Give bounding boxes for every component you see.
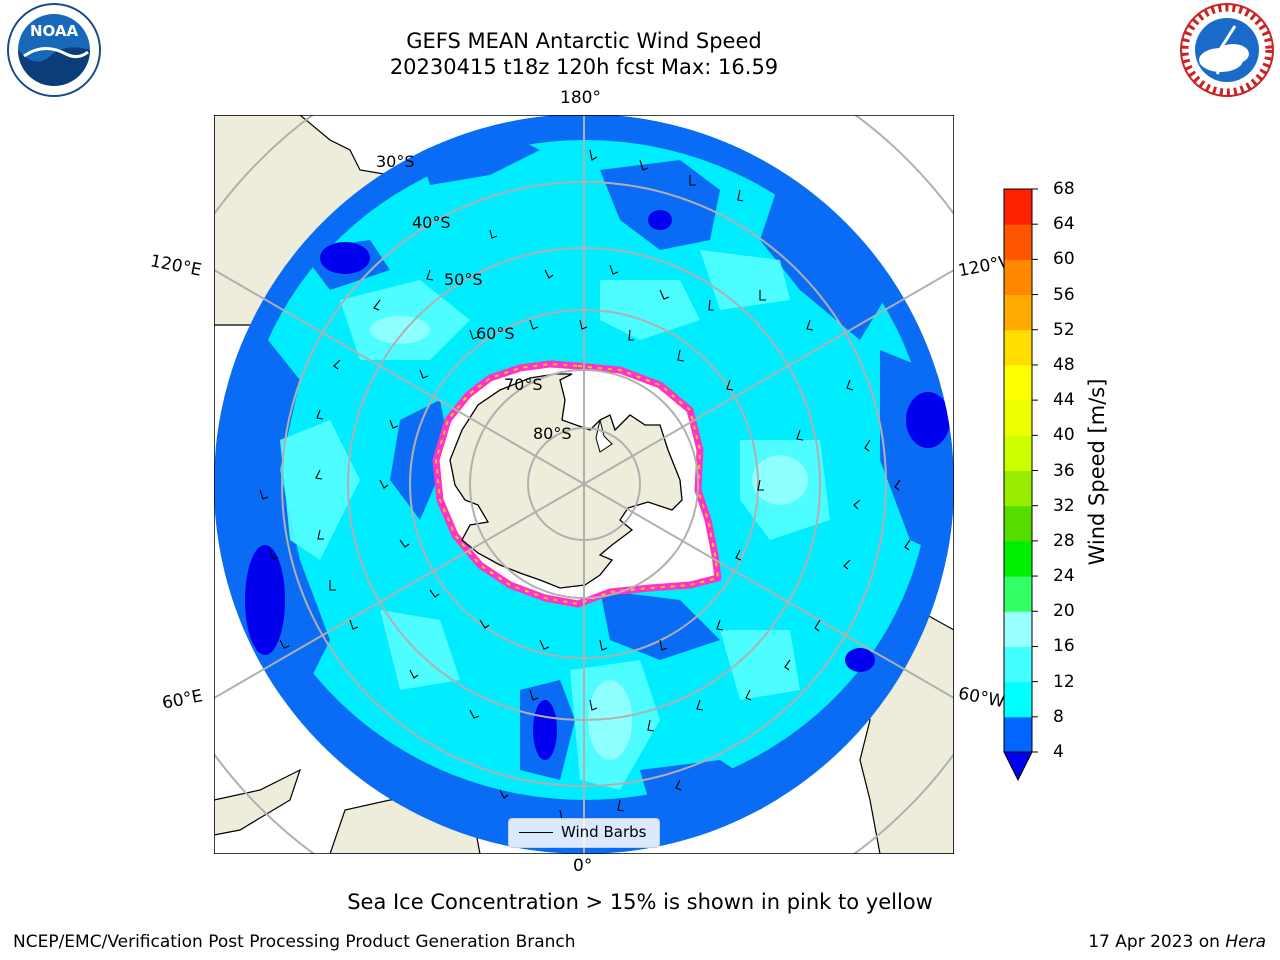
credit-date: 17 Apr 2023 on xyxy=(1088,932,1226,952)
sea-ice-caption: Sea Ice Concentration > 15% is shown in … xyxy=(347,890,933,914)
colorbar-segment xyxy=(1004,470,1032,507)
lon-label-bottom: 0° xyxy=(573,856,593,876)
lon-label-top: 180° xyxy=(560,88,601,108)
colorbar-tick-label: 44 xyxy=(1053,390,1075,411)
legend-label: Wind Barbs xyxy=(561,823,647,841)
colorbar-segment xyxy=(1004,189,1032,225)
colorbar-segment xyxy=(1004,259,1032,296)
colorbar xyxy=(1003,188,1038,782)
colorbar-label: Wind Speed [m/s] xyxy=(1085,378,1109,566)
colorbar-tick-label: 52 xyxy=(1053,319,1075,340)
colorbar-tick-label: 8 xyxy=(1053,706,1064,727)
colorbar-segment xyxy=(1004,646,1032,683)
noaa-logo: NOAA xyxy=(7,3,101,97)
colorbar-tick-label: 40 xyxy=(1053,425,1075,446)
chart-subtitle: 20230415 t18z 120h fcst Max: 16.59 xyxy=(389,55,779,79)
colorbar-tick-label: 24 xyxy=(1053,566,1075,587)
map-frame xyxy=(214,115,954,854)
colorbar-under-triangle xyxy=(1003,751,1033,782)
map-legend: Wind Barbs xyxy=(508,818,660,848)
chart-title: GEFS MEAN Antarctic Wind Speed xyxy=(406,29,762,53)
colorbar-tick-label: 20 xyxy=(1053,601,1075,622)
colorbar-tick-label: 4 xyxy=(1053,742,1064,762)
colorbar-segment xyxy=(1004,611,1032,647)
colorbar-segment xyxy=(1004,576,1032,612)
colorbar-tick-label: 16 xyxy=(1053,636,1075,657)
credit-left: NCEP/EMC/Verification Post Processing Pr… xyxy=(13,932,576,952)
colorbar-segment xyxy=(1004,400,1032,436)
colorbar-segment xyxy=(1004,329,1032,366)
colorbar-tick-label: 28 xyxy=(1053,530,1075,551)
colorbar-segment xyxy=(1004,540,1032,577)
noaa-logo-text: NOAA xyxy=(30,22,79,40)
colorbar-segment xyxy=(1004,294,1032,331)
colorbar-tick-label: 68 xyxy=(1053,179,1075,199)
colorbar-tick-label: 12 xyxy=(1053,671,1075,692)
lat-label-60s: 60°S xyxy=(476,324,515,343)
lat-label-40s: 40°S xyxy=(412,213,451,232)
lat-label-70s: 70°S xyxy=(504,375,543,394)
colorbar-tick-label: 60 xyxy=(1053,249,1075,270)
colorbar-tick-label: 36 xyxy=(1053,460,1075,481)
lon-label-left-lower: 60°E xyxy=(160,686,205,714)
colorbar-segment xyxy=(1004,716,1032,753)
credit-right: 17 Apr 2023 on Hera xyxy=(1088,932,1266,952)
colorbar-segment xyxy=(1004,224,1032,260)
colorbar-segment xyxy=(1004,435,1032,471)
nws-logo xyxy=(1180,3,1274,97)
wind-barbs xyxy=(259,149,911,821)
lat-label-50s: 50°S xyxy=(444,270,483,289)
antarctica xyxy=(449,373,683,589)
colorbar-tick-label: 32 xyxy=(1053,495,1075,516)
lon-label-left-upper: 120°E xyxy=(148,251,204,281)
wind-barb-legend-line xyxy=(519,832,553,833)
lat-label-80s: 80°S xyxy=(533,424,572,443)
colorbar-tick-label: 64 xyxy=(1053,214,1075,235)
colorbar-segment xyxy=(1004,505,1032,542)
colorbar-tick-label: 48 xyxy=(1053,354,1075,375)
colorbar-segment xyxy=(1004,364,1032,401)
colorbar-segment xyxy=(1004,681,1032,718)
colorbar-tick-label: 56 xyxy=(1053,284,1075,305)
lat-label-30s: 30°S xyxy=(376,152,415,171)
credit-host: Hera xyxy=(1225,932,1266,952)
